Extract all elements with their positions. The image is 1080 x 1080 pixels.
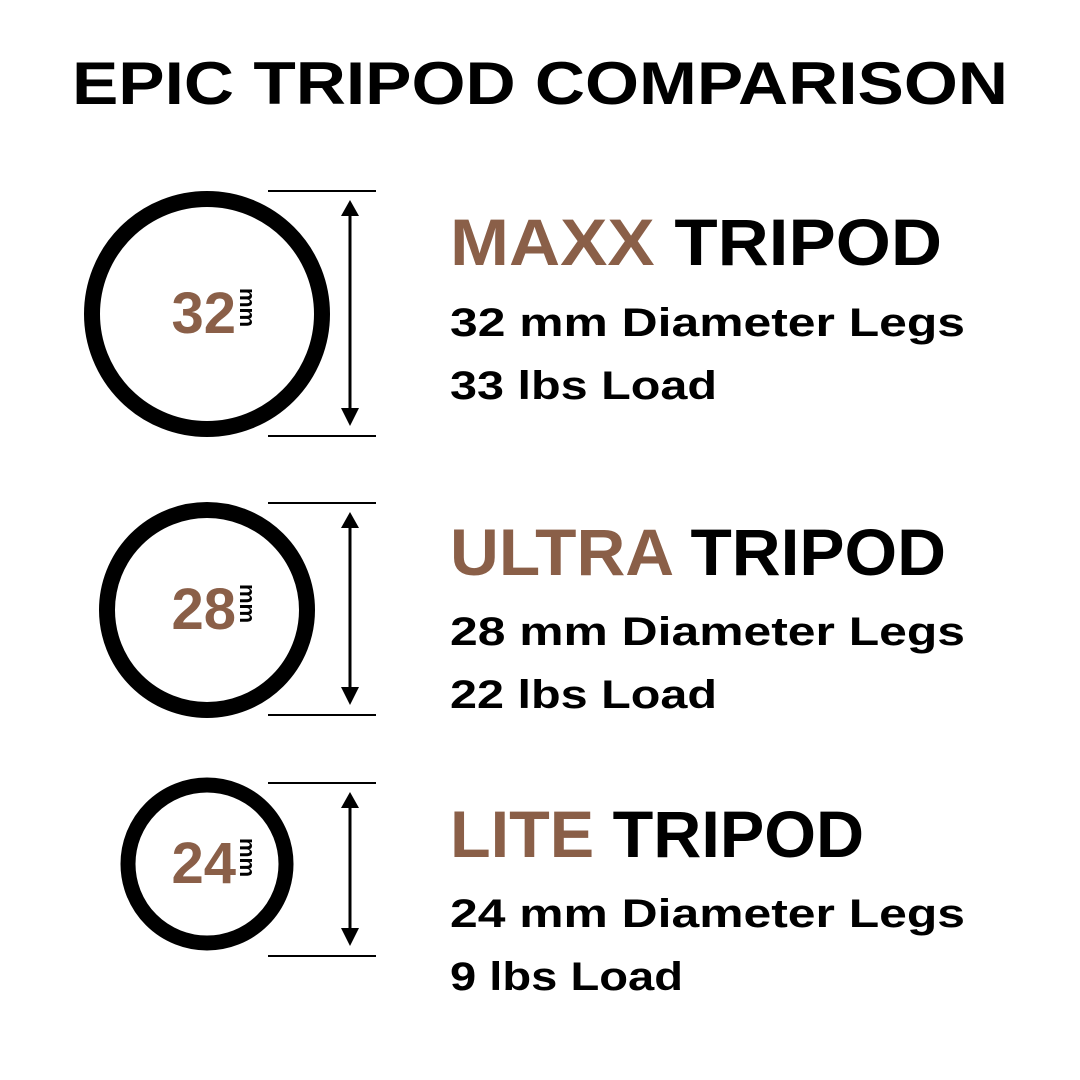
dimension-arrow (268, 782, 376, 957)
unit-label: mm (235, 288, 260, 327)
dimension-arrow (268, 502, 376, 716)
model-heading: ULTRA TRIPOD (450, 515, 946, 589)
diameter-number: 24 (171, 831, 236, 896)
unit-label: mm (235, 838, 260, 877)
leg-diameter-circle (120, 777, 294, 951)
tripod-row-maxx: 32 mm MAXX TRIPOD 32 mm Diameter Legs 33… (84, 190, 965, 437)
diameter-number: 28 (171, 577, 236, 642)
model-suffix: TRIPOD (674, 205, 942, 279)
tripod-row-lite: 24 mm LITE TRIPOD 24 mm Diameter Legs 9 … (120, 777, 965, 999)
model-name: ULTRA (450, 515, 672, 589)
dimension-arrow (268, 190, 376, 437)
diameter-spec: 32 mm Diameter Legs (450, 301, 965, 345)
unit-label: mm (235, 584, 260, 623)
model-suffix: TRIPOD (690, 515, 946, 589)
model-suffix: TRIPOD (613, 797, 864, 871)
model-heading: LITE TRIPOD (450, 797, 864, 871)
diameter-spec: 28 mm Diameter Legs (450, 610, 965, 654)
load-spec: 33 lbs Load (450, 364, 717, 408)
diameter-spec: 24 mm Diameter Legs (450, 892, 965, 936)
page-title: EPIC TRIPOD COMPARISON (72, 50, 1008, 117)
model-heading: MAXX TRIPOD (450, 205, 942, 279)
leg-diameter-circle (99, 502, 315, 718)
leg-diameter-circle (84, 191, 330, 437)
tripod-row-ultra: 28 mm ULTRA TRIPOD 28 mm Diameter Legs 2… (99, 502, 965, 718)
diameter-number: 32 (171, 281, 236, 346)
model-name: MAXX (450, 205, 655, 279)
load-spec: 22 lbs Load (450, 673, 717, 717)
model-name: LITE (450, 797, 594, 871)
load-spec: 9 lbs Load (450, 955, 683, 999)
